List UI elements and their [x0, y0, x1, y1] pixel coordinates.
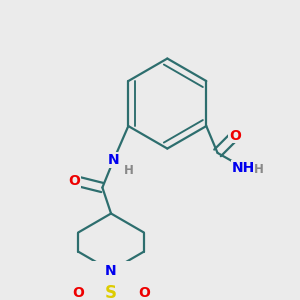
- Text: NH: NH: [232, 160, 255, 175]
- Text: H: H: [254, 163, 264, 176]
- Text: O: O: [72, 286, 84, 300]
- Text: O: O: [138, 286, 150, 300]
- Text: N: N: [105, 264, 117, 278]
- Text: H: H: [124, 164, 134, 177]
- Text: S: S: [105, 284, 117, 300]
- Text: N: N: [108, 153, 119, 167]
- Text: O: O: [69, 174, 81, 188]
- Text: O: O: [229, 129, 241, 142]
